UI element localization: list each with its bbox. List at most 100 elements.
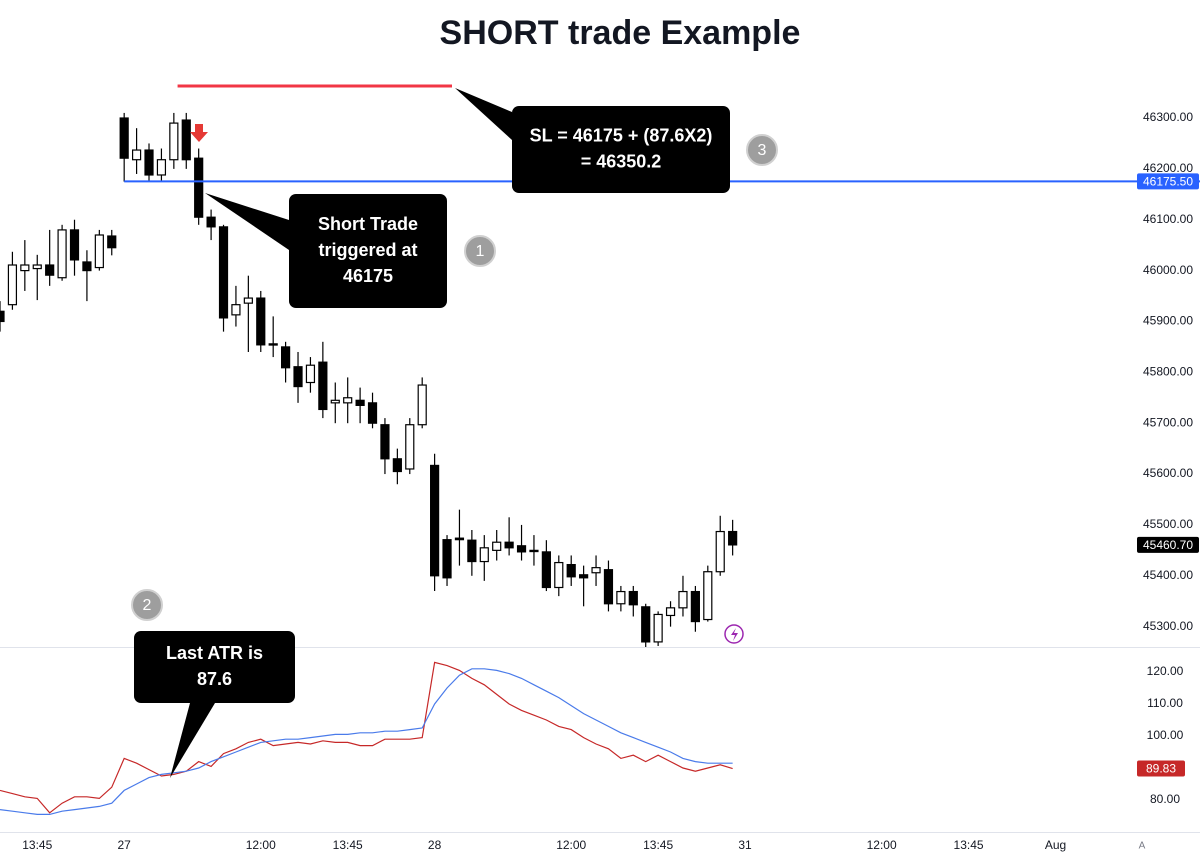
y-tick-label: 110.00 <box>1147 696 1183 710</box>
callout-badge-label: 1 <box>476 243 485 260</box>
candle-body <box>454 537 465 541</box>
candle-body <box>591 567 601 574</box>
y-tick-label: 46100.00 <box>1143 212 1193 226</box>
atr-last-label: 89.83 <box>1146 762 1176 776</box>
candle-body <box>305 364 316 384</box>
y-tick-label: 80.00 <box>1150 792 1180 806</box>
x-tick-label: 12:00 <box>867 838 897 852</box>
x-tick-label: 13:45 <box>333 838 363 852</box>
callout-text: 46175 <box>343 266 393 286</box>
x-tick-label: 13:45 <box>643 838 673 852</box>
candle-body <box>529 549 539 553</box>
candle-body <box>380 424 390 460</box>
candle-body <box>628 590 638 606</box>
atr-line <box>0 661 733 814</box>
candle-body <box>405 424 415 470</box>
y-tick-label: 46300.00 <box>1143 110 1193 124</box>
entry-tag <box>1137 173 1199 190</box>
last-price-label: 45460.70 <box>1143 538 1193 552</box>
candle-body <box>318 361 328 411</box>
callout-text: SL = 46175 + (87.6X2) <box>530 125 713 145</box>
candle-body <box>715 530 725 573</box>
candle-body <box>579 574 589 579</box>
x-tick-label: 13:45 <box>22 838 52 852</box>
alert-bolt <box>731 628 738 641</box>
candle-body <box>690 590 700 623</box>
callout-badge-label: 2 <box>143 597 152 614</box>
candle-body <box>206 216 216 228</box>
candle-body <box>392 458 402 473</box>
y-tick-label: 45500.00 <box>1143 517 1193 531</box>
candle-body <box>504 541 514 549</box>
candle-body <box>156 159 167 176</box>
y-tick-label: 45700.00 <box>1143 415 1193 429</box>
callout-pointer <box>205 193 289 250</box>
alert-icon <box>724 624 744 644</box>
callout-text: triggered at <box>318 240 417 260</box>
candle-body <box>0 310 5 323</box>
candle-body <box>107 235 117 249</box>
callout-pointer <box>455 88 512 140</box>
chart-title: SHORT trade Example <box>440 14 801 52</box>
candle-body <box>268 343 278 346</box>
candle-body <box>343 397 353 404</box>
candle-body <box>417 384 427 426</box>
candle-body <box>82 261 92 272</box>
x-tick-label: 13:45 <box>954 838 984 852</box>
candle-body <box>541 551 551 589</box>
callout-badge <box>131 589 163 621</box>
candle-body <box>131 149 142 161</box>
y-tick-label: 45600.00 <box>1143 466 1193 480</box>
candle-body <box>665 607 676 617</box>
candle-body <box>703 571 713 621</box>
x-tick-label: 31 <box>738 838 752 852</box>
candle-body <box>467 539 477 563</box>
x-tick-label: 28 <box>428 838 442 852</box>
callout-badge-label: 3 <box>758 142 767 159</box>
atr-line <box>0 668 733 815</box>
callout-badge <box>746 134 778 166</box>
atr-last-tag <box>1137 760 1185 777</box>
callout-box <box>289 194 447 308</box>
y-tick-label: 46000.00 <box>1143 263 1193 277</box>
price-pane <box>0 84 1130 647</box>
candle-body <box>293 366 303 388</box>
candle-body <box>653 613 663 643</box>
candle-body <box>69 229 80 261</box>
candle-body <box>616 590 626 605</box>
candle-body <box>430 464 440 577</box>
scale-button: A <box>1139 841 1146 852</box>
candle-body <box>355 399 365 406</box>
entry-tag-label: 46175.50 <box>1143 175 1193 189</box>
candle-body <box>367 402 378 424</box>
candle-body <box>479 547 489 563</box>
candle-body <box>566 563 576 578</box>
candle-body <box>678 590 688 609</box>
candle-body <box>281 346 291 369</box>
candle-body <box>256 297 266 346</box>
candle-body <box>243 297 253 304</box>
x-tick-label: Aug <box>1045 838 1066 852</box>
candle-body <box>442 539 452 579</box>
y-tick-label: 120.00 <box>1147 664 1184 678</box>
candle-body <box>169 122 179 161</box>
callout-badge <box>464 235 496 267</box>
candle-body <box>20 264 30 272</box>
candle-body <box>45 264 55 276</box>
candle-body <box>330 399 340 404</box>
candle-body <box>57 229 67 279</box>
callout-text: Last ATR is <box>166 643 263 663</box>
short-arrow <box>190 124 208 142</box>
candle-body <box>194 157 204 218</box>
x-tick-label: 27 <box>117 838 131 852</box>
callout-text: 87.6 <box>197 669 232 689</box>
y-tick-label: 45900.00 <box>1143 314 1193 328</box>
atr-pane <box>0 661 733 815</box>
callout-text: Short Trade <box>318 214 418 234</box>
candle-body <box>94 234 104 269</box>
candle-body <box>231 304 241 316</box>
candle-body <box>554 561 564 589</box>
candle-body <box>641 606 651 643</box>
candle-body <box>181 119 191 161</box>
